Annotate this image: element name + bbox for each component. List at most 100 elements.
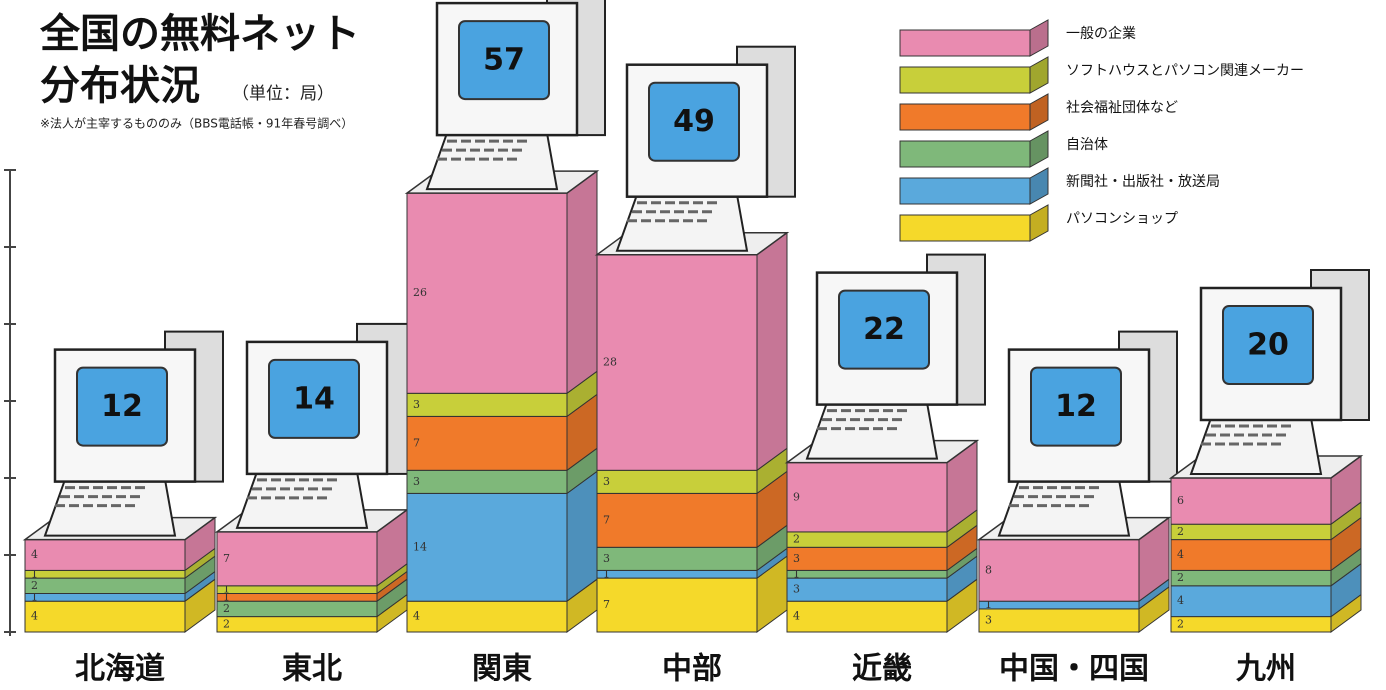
screen	[838, 289, 930, 370]
bar-segment	[406, 600, 568, 633]
segment-label: 1	[793, 567, 800, 580]
segment-label: 4	[1177, 548, 1184, 561]
segment-label: 3	[603, 552, 610, 565]
bar-segment	[596, 577, 758, 633]
x-tick-label: 東北	[282, 652, 342, 687]
bar-segment	[216, 531, 378, 587]
bar-segment	[216, 593, 378, 602]
segment-label: 7	[223, 552, 230, 565]
bar-segment	[406, 392, 568, 417]
bar-segment	[1170, 523, 1332, 541]
bar-side	[756, 231, 788, 472]
x-tick-label: 関東	[472, 652, 532, 687]
segment-label: 26	[413, 286, 427, 299]
bar-segment	[406, 492, 568, 602]
chart-subtitle: 分布状況	[40, 63, 200, 109]
bar-segment	[978, 608, 1140, 633]
total-label: 57	[483, 43, 525, 78]
legend-swatch	[899, 29, 1031, 57]
bar-segment	[24, 539, 186, 571]
segment-label: 3	[413, 475, 420, 488]
segment-label: 9	[793, 490, 800, 503]
bar-side	[566, 170, 598, 395]
legend-swatch	[899, 103, 1031, 131]
segment-label: 4	[31, 548, 38, 561]
legend-swatch-side	[1029, 130, 1049, 168]
total-label: 12	[1055, 389, 1097, 424]
total-label: 22	[863, 312, 905, 347]
segment-label: 3	[793, 552, 800, 565]
bar-segment	[406, 469, 568, 494]
legend-swatch	[899, 214, 1031, 242]
legend-swatch-side	[1029, 93, 1049, 131]
segment-label: 3	[985, 613, 992, 626]
segment-label: 3	[603, 475, 610, 488]
screen	[268, 358, 360, 439]
screen	[648, 81, 740, 162]
bar-segment	[786, 600, 948, 633]
screen	[458, 20, 550, 101]
bar-segment	[406, 192, 568, 394]
segment-label: 7	[413, 436, 420, 449]
bar-segment	[978, 600, 1140, 610]
chart-title: 全国の無料ネット	[39, 11, 360, 57]
x-tick-label: 九州	[1236, 652, 1296, 687]
segment-label: 4	[793, 610, 800, 623]
total-label: 14	[293, 381, 335, 416]
segment-label: 3	[413, 398, 420, 411]
segment-label: 2	[31, 579, 38, 592]
segment-label: 7	[603, 513, 610, 526]
legend-swatch-side	[1029, 19, 1049, 57]
bar-segment	[24, 600, 186, 633]
segment-label: 28	[603, 356, 617, 369]
bar-segment	[786, 577, 948, 602]
bar-segment	[24, 569, 186, 579]
segment-label: 8	[985, 563, 992, 576]
segment-label: 1	[603, 567, 610, 580]
total-label: 20	[1247, 328, 1289, 363]
segment-label: 2	[1177, 525, 1184, 538]
total-label: 12	[101, 389, 143, 424]
legend-swatch	[899, 177, 1031, 205]
legend-swatch-side	[1029, 167, 1049, 205]
bar-segment	[786, 462, 948, 533]
bar-segment	[24, 593, 186, 602]
segment-label: 2	[793, 533, 800, 546]
segment-label: 4	[413, 610, 420, 623]
bar-segment	[406, 415, 568, 471]
bar-segment	[786, 531, 948, 548]
segment-label: 1	[985, 598, 992, 611]
bar-segment	[1170, 616, 1332, 633]
legend-swatch	[899, 66, 1031, 94]
segment-label: 4	[1177, 594, 1184, 607]
screen	[1222, 305, 1314, 385]
segment-label: 14	[413, 540, 427, 553]
bar-segment	[596, 569, 758, 579]
bar-segment	[596, 492, 758, 548]
segment-label: 2	[1177, 617, 1184, 630]
x-tick-label: 北海道	[75, 652, 165, 687]
bar-segment	[1170, 569, 1332, 587]
bar-segment	[786, 546, 948, 571]
legend-swatch-side	[1029, 56, 1049, 94]
note: ※法人が主宰するもののみ（BBS電話帳・91年春号調べ）	[40, 116, 353, 131]
bar-segment	[978, 539, 1140, 602]
x-tick-label: 中国・四国	[999, 652, 1149, 687]
segment-label: 4	[31, 610, 38, 623]
legend-label: パソコンショップ	[1066, 211, 1178, 227]
segment-label: 7	[603, 598, 610, 611]
legend-label: ソフトハウスとパソコン関連メーカー	[1066, 63, 1304, 79]
bar-segment	[596, 254, 758, 471]
segment-label: 2	[1177, 571, 1184, 584]
bar-segment	[1170, 585, 1332, 618]
bar-segment	[596, 469, 758, 494]
bar-segment	[1170, 477, 1332, 525]
segment-label: 6	[1177, 494, 1184, 507]
segment-label: 2	[223, 602, 230, 615]
total-label: 49	[673, 104, 715, 139]
unit-label: （単位：局）	[232, 84, 334, 104]
bar-segment	[24, 577, 186, 594]
bar-segment	[786, 569, 948, 579]
bar-segment	[216, 585, 378, 594]
legend-swatch	[899, 140, 1031, 168]
